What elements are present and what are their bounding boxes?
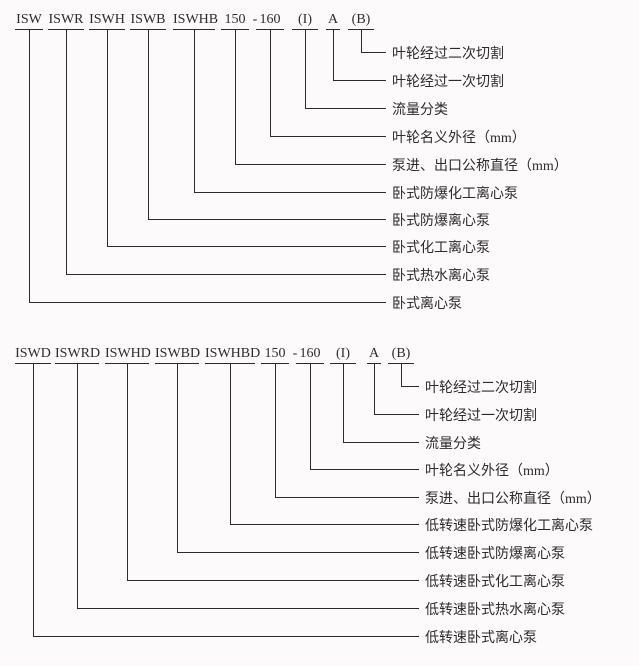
description-label: 流量分类 <box>392 99 448 119</box>
connector-vertical <box>343 363 344 442</box>
code-segment: ISW <box>15 12 43 28</box>
connector-vertical <box>194 29 195 192</box>
code-segment: ISWHB <box>173 12 215 28</box>
connector-vertical <box>107 29 108 246</box>
description-label: 流量分类 <box>425 433 481 453</box>
description-label: 卧式热水离心泵 <box>392 265 490 285</box>
connector-vertical <box>401 363 402 386</box>
connector-vertical <box>333 29 334 80</box>
description-label: 卧式化工离心泵 <box>392 237 490 257</box>
description-label: 低转速卧式离心泵 <box>425 627 537 647</box>
dash-separator: - <box>291 346 299 362</box>
code-segment: (B) <box>388 346 414 362</box>
connector-horizontal <box>177 552 419 553</box>
code-segment: 150 <box>261 346 289 362</box>
code-segment: 160 <box>296 346 324 362</box>
code-segment: 160 <box>256 12 284 28</box>
code-segment: ISWHD <box>105 346 149 362</box>
code-segment: 150 <box>221 12 249 28</box>
connector-horizontal <box>77 608 419 609</box>
connector-vertical <box>127 363 128 580</box>
connector-vertical <box>310 363 311 469</box>
code-segment: ISWD <box>15 346 51 362</box>
connector-horizontal <box>235 164 386 165</box>
connector-horizontal <box>374 414 419 415</box>
code-segment: A <box>326 12 340 28</box>
connector-vertical <box>77 363 78 608</box>
description-label: 低转速卧式热水离心泵 <box>425 599 565 619</box>
description-label: 叶轮经过二次切割 <box>392 43 504 63</box>
connector-vertical <box>66 29 67 274</box>
code-segment: (B) <box>348 12 374 28</box>
connector-vertical <box>230 363 231 524</box>
connector-horizontal <box>127 580 419 581</box>
description-label: 叶轮经过二次切割 <box>425 377 537 397</box>
connector-vertical <box>275 363 276 497</box>
description-label: 叶轮经过一次切割 <box>425 405 537 425</box>
connector-vertical <box>270 29 271 136</box>
connector-horizontal <box>148 219 386 220</box>
connector-vertical <box>29 29 30 302</box>
connector-vertical <box>361 29 362 52</box>
description-label: 低转速卧式化工离心泵 <box>425 571 565 591</box>
description-label: 叶轮名义外径（mm） <box>392 127 526 147</box>
code-segment: (I) <box>292 12 318 28</box>
description-label: 卧式离心泵 <box>392 293 462 313</box>
connector-horizontal <box>270 136 386 137</box>
connector-horizontal <box>107 246 386 247</box>
code-segment: A <box>367 346 381 362</box>
description-label: 叶轮经过一次切割 <box>392 71 504 91</box>
connector-horizontal <box>194 192 386 193</box>
connector-vertical <box>148 29 149 219</box>
connector-horizontal <box>66 274 386 275</box>
connector-horizontal <box>29 302 386 303</box>
connector-vertical <box>374 363 375 414</box>
description-label: 泵进、出口公称直径（mm） <box>425 488 601 508</box>
description-label: 叶轮名义外径（mm） <box>425 460 559 480</box>
code-segment: ISWRD <box>55 346 99 362</box>
connector-horizontal <box>333 80 386 81</box>
connector-horizontal <box>305 108 386 109</box>
code-segment: ISWBD <box>155 346 199 362</box>
code-segment: ISWH <box>89 12 125 28</box>
connector-vertical <box>177 363 178 552</box>
connector-horizontal <box>33 636 419 637</box>
code-segment: (I) <box>330 346 356 362</box>
dash-separator: - <box>251 12 259 28</box>
model-code-diagram: ISW 卧式离心泵 ISWR 卧式热水离心泵 ISWH 卧式化工离心泵 ISWB 卧式防爆离心… <box>0 0 639 666</box>
connector-vertical <box>305 29 306 108</box>
connector-horizontal <box>310 469 419 470</box>
code-segment: ISWR <box>48 12 84 28</box>
description-label: 卧式防爆离心泵 <box>392 210 490 230</box>
connector-horizontal <box>401 386 419 387</box>
description-label: 卧式防爆化工离心泵 <box>392 183 518 203</box>
connector-horizontal <box>361 52 386 53</box>
code-segment: ISWB <box>130 12 166 28</box>
connector-horizontal <box>275 497 419 498</box>
description-label: 低转速卧式防爆化工离心泵 <box>425 515 593 535</box>
connector-horizontal <box>230 524 419 525</box>
connector-vertical <box>235 29 236 164</box>
description-label: 低转速卧式防爆离心泵 <box>425 543 565 563</box>
description-label: 泵进、出口公称直径（mm） <box>392 155 568 175</box>
connector-vertical <box>33 363 34 636</box>
code-segment: ISWHBD <box>205 346 255 362</box>
connector-horizontal <box>343 442 419 443</box>
